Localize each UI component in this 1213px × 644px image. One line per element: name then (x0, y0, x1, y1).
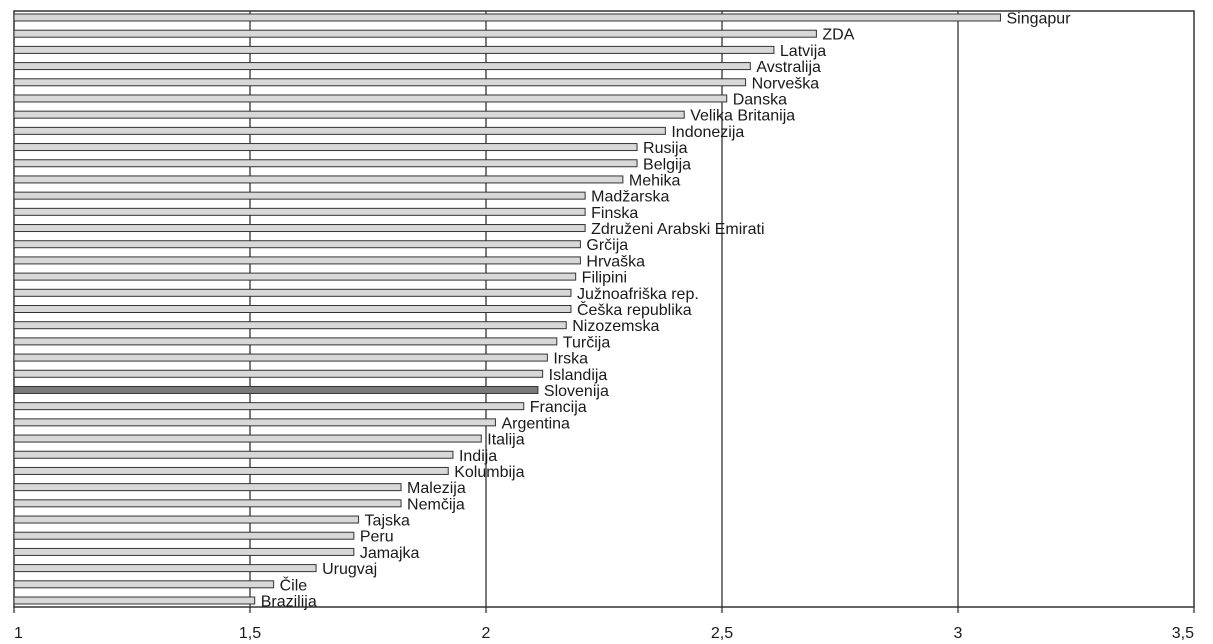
bar-label: Turčija (563, 334, 611, 351)
bar-label: Nemčija (407, 496, 465, 513)
x-tick-label: 3,5 (1172, 625, 1194, 642)
bar-label: Singapur (1006, 11, 1071, 28)
bar-label: Kolumbija (454, 464, 524, 481)
bar (13, 337, 558, 346)
bar (13, 78, 747, 87)
bar-label: Italija (487, 432, 524, 449)
bar (13, 402, 525, 411)
bar-label: Brazilija (261, 594, 317, 611)
bar-label: Urugvaj (322, 561, 377, 578)
bar (13, 515, 360, 524)
bar (13, 499, 402, 508)
bar (13, 531, 355, 540)
bar-label: Grčija (586, 237, 628, 254)
bar (13, 466, 449, 475)
bar (13, 547, 355, 556)
bar-labels: Singapur ZDALatvijaAvstralijaNorveškaDans… (261, 11, 1071, 611)
bar-label: Filipini (582, 270, 627, 287)
bar-label: Islandija (549, 367, 608, 384)
bar-label: Čile (280, 575, 308, 594)
bar-label: Češka republika (577, 300, 692, 319)
bar-label: Tajska (365, 513, 410, 530)
bar-label: Rusija (643, 140, 688, 157)
bar-label: Malezija (407, 480, 466, 497)
bar (13, 159, 638, 168)
bar-label: Indonezija (671, 124, 744, 141)
bar-label: Argentina (501, 415, 570, 432)
bar (13, 62, 751, 71)
bar (13, 207, 586, 216)
bar (13, 418, 496, 427)
bar-label: Mehika (629, 172, 681, 189)
bars (13, 13, 1001, 605)
x-tick-label: 1 (14, 625, 23, 642)
bar (13, 110, 685, 119)
bar-label: Slovenija (544, 383, 609, 400)
bar-label: Francija (530, 399, 587, 416)
bar-label: Belgija (643, 156, 691, 173)
bar (13, 29, 817, 38)
bar-label: Norveška (752, 75, 820, 92)
bar (13, 94, 728, 103)
bar (13, 353, 548, 362)
bar (13, 580, 275, 589)
bar (13, 564, 317, 573)
x-tick-label: 3 (954, 625, 963, 642)
bar-label: Hrvaška (586, 253, 645, 270)
bar-label: Indija (459, 448, 497, 465)
bar (13, 450, 454, 459)
bar-label: Jamajka (360, 545, 420, 562)
bar (13, 305, 572, 313)
bar (13, 369, 544, 378)
bar (13, 434, 482, 443)
bar (13, 288, 572, 297)
bar-label: Danska (733, 91, 787, 108)
bar-label: Finska (591, 205, 638, 222)
bar-label: Irska (553, 351, 588, 368)
bar-label: Nizozemska (572, 318, 659, 335)
x-tick-label: 2 (482, 625, 491, 642)
bar-label: Združeni Arabski Emirati (591, 221, 764, 238)
bar (13, 321, 567, 330)
x-tick-label: 2,5 (711, 625, 733, 642)
bar-label: Peru (360, 529, 394, 546)
bar (13, 175, 624, 184)
bar (13, 45, 775, 54)
bar (13, 483, 402, 492)
bar-label: Južnoafriška rep. (577, 286, 699, 303)
bar (13, 256, 581, 265)
x-tick-label: 1,5 (239, 625, 261, 642)
bar (13, 272, 577, 281)
bar (13, 191, 586, 200)
bar (13, 240, 581, 249)
bar (13, 143, 638, 152)
bar-label: Velika Britanija (690, 108, 795, 125)
bar (13, 596, 256, 605)
bar (13, 126, 666, 135)
bar (13, 224, 586, 233)
x-axis-ticks: 1 1,5 2 2,5 3 3,5 (13, 607, 1195, 642)
bar (13, 13, 1001, 22)
bar-label: ZDA (822, 27, 854, 44)
bar-label: Latvija (780, 43, 826, 60)
bar (13, 385, 539, 394)
bar-label: Madžarska (591, 189, 669, 206)
bar-label: Avstralija (756, 59, 821, 76)
